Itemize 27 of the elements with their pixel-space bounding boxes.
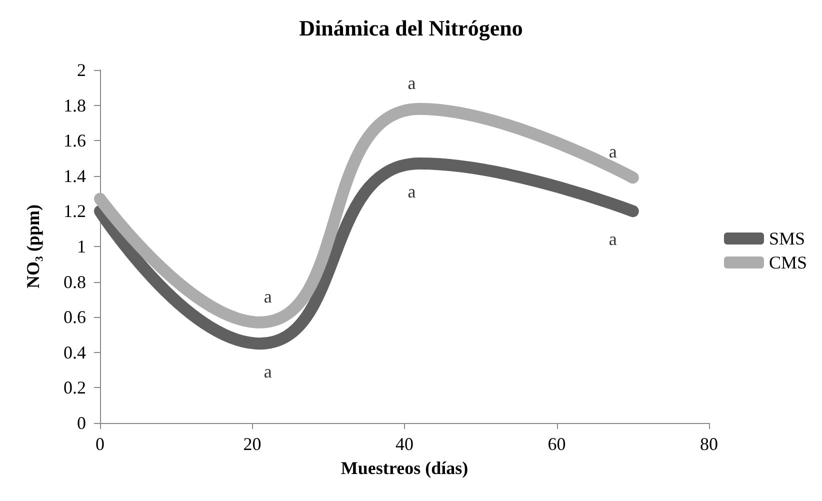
y-tick-label: 1.8 [64, 95, 86, 116]
y-tick-label: 0.4 [64, 342, 86, 362]
x-tick-label: 80 [700, 434, 718, 454]
y-tick-label: 0.2 [64, 378, 86, 398]
x-tick-label: 60 [548, 434, 566, 454]
y-tick-label: 1 [77, 236, 86, 256]
x-tick-label: 20 [243, 434, 262, 454]
legend-label: SMS [768, 228, 806, 248]
y-axis-title: NO₃ (ppm) [23, 204, 43, 288]
y-tick-label: 1.2 [64, 201, 86, 222]
y-tick-label: 0.6 [64, 307, 86, 328]
y-tick-label: 2 [77, 60, 86, 80]
annotation: a [408, 72, 416, 93]
annotation: a [408, 182, 416, 202]
legend-label: CMS [768, 252, 808, 272]
annotation: a [264, 286, 272, 306]
x-tick-label: 40 [396, 434, 414, 454]
annotation: a [608, 142, 617, 162]
y-tick-label: 1.6 [64, 130, 86, 151]
x-tick-label: 0 [96, 434, 104, 454]
chart-title: Dinámica del Nitrógeno [299, 16, 523, 40]
y-tick-label: 1.4 [64, 166, 86, 186]
y-tick-label: 0 [77, 413, 86, 433]
annotation: a [608, 229, 617, 250]
x-axis-title: Muestreos (días) [340, 458, 468, 478]
annotation: a [264, 362, 272, 382]
y-tick-label: 0.8 [64, 272, 86, 292]
